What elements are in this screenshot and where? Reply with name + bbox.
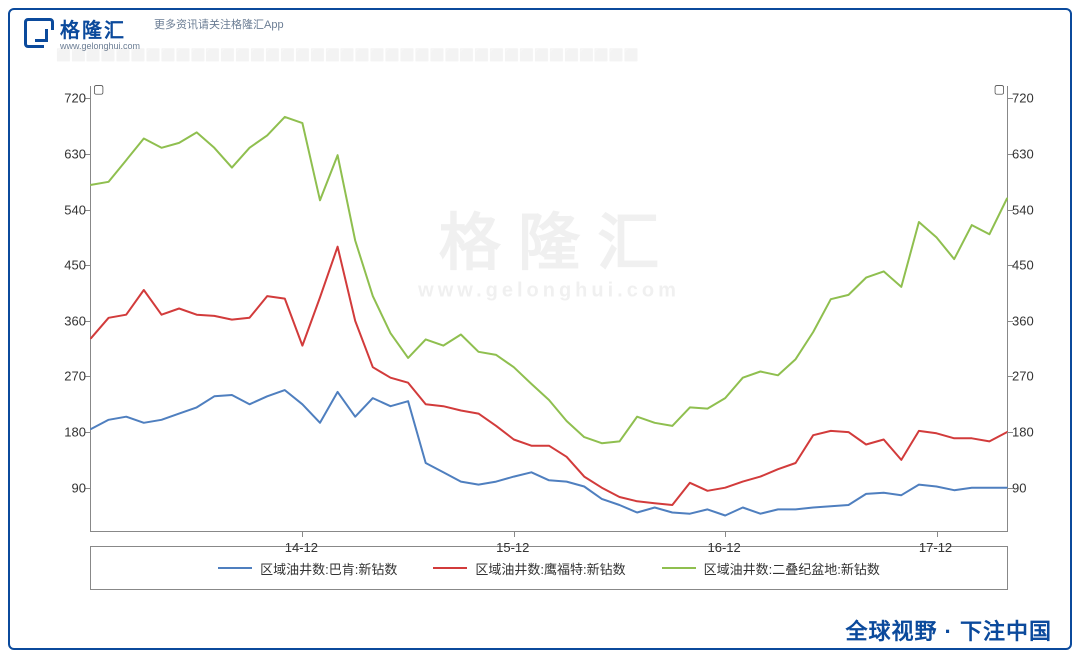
y-left-tick-label: 90	[50, 480, 86, 495]
header: 格隆汇 www.gelonghui.com 更多资讯请关注格隆汇App	[24, 14, 284, 51]
y-left-tick-label: 720	[50, 91, 86, 106]
y-left-tick-label: 180	[50, 425, 86, 440]
faded-text-row: ⬛⬛⬛⬛⬛⬛⬛⬛⬛⬛⬛⬛⬛⬛⬛⬛⬛⬛⬛⬛⬛⬛⬛⬛⬛⬛⬛⬛⬛⬛⬛⬛⬛⬛⬛⬛⬛⬛⬛	[56, 48, 1024, 62]
x-tick-label: 17-12	[919, 540, 952, 555]
y-right-tick-label: 540	[1012, 202, 1048, 217]
legend-item-1: 区域油井数:鹰福特:新钻数	[433, 559, 625, 578]
series-line-2	[91, 117, 1007, 443]
y-left-tick-label: 270	[50, 369, 86, 384]
brand-slogan: 更多资讯请关注格隆汇App	[154, 16, 284, 32]
legend-item-0: 区域油井数:巴肯:新钻数	[218, 559, 397, 578]
series-line-0	[91, 390, 1007, 515]
legend-swatch-2	[662, 567, 696, 569]
legend-label-2: 区域油井数:二叠纪盆地:新钻数	[704, 559, 880, 578]
y-right-tick-label: 450	[1012, 258, 1048, 273]
brand-name: 格隆汇	[60, 14, 140, 43]
y-right-tick-label: 720	[1012, 91, 1048, 106]
plot-area: ▢ ▢ 格 隆 汇 www.gelonghui.com	[90, 86, 1008, 532]
chart-lines	[91, 86, 1007, 531]
legend-label-0: 区域油井数:巴肯:新钻数	[260, 559, 397, 578]
chart: ▢ ▢ 格 隆 汇 www.gelonghui.com 区域油井数:巴肯:新钻数…	[48, 78, 1050, 590]
logo-icon	[24, 18, 54, 48]
legend-label-1: 区域油井数:鹰福特:新钻数	[475, 559, 625, 578]
y-right-tick-label: 90	[1012, 480, 1048, 495]
y-left-tick-label: 540	[50, 202, 86, 217]
legend: 区域油井数:巴肯:新钻数 区域油井数:鹰福特:新钻数 区域油井数:二叠纪盆地:新…	[90, 546, 1008, 590]
x-tick-label: 16-12	[708, 540, 741, 555]
y-left-tick-label: 360	[50, 313, 86, 328]
y-right-tick-label: 270	[1012, 369, 1048, 384]
x-tick-label: 15-12	[496, 540, 529, 555]
legend-swatch-0	[218, 567, 252, 569]
y-left-tick-label: 450	[50, 258, 86, 273]
legend-item-2: 区域油井数:二叠纪盆地:新钻数	[662, 559, 880, 578]
legend-swatch-1	[433, 567, 467, 569]
x-tick-label: 14-12	[285, 540, 318, 555]
y-right-tick-label: 630	[1012, 146, 1048, 161]
series-line-1	[91, 247, 1007, 505]
y-right-tick-label: 180	[1012, 425, 1048, 440]
y-right-tick-label: 360	[1012, 313, 1048, 328]
footer-tagline: 全球视野 · 下注中国	[845, 614, 1052, 646]
y-left-tick-label: 630	[50, 146, 86, 161]
